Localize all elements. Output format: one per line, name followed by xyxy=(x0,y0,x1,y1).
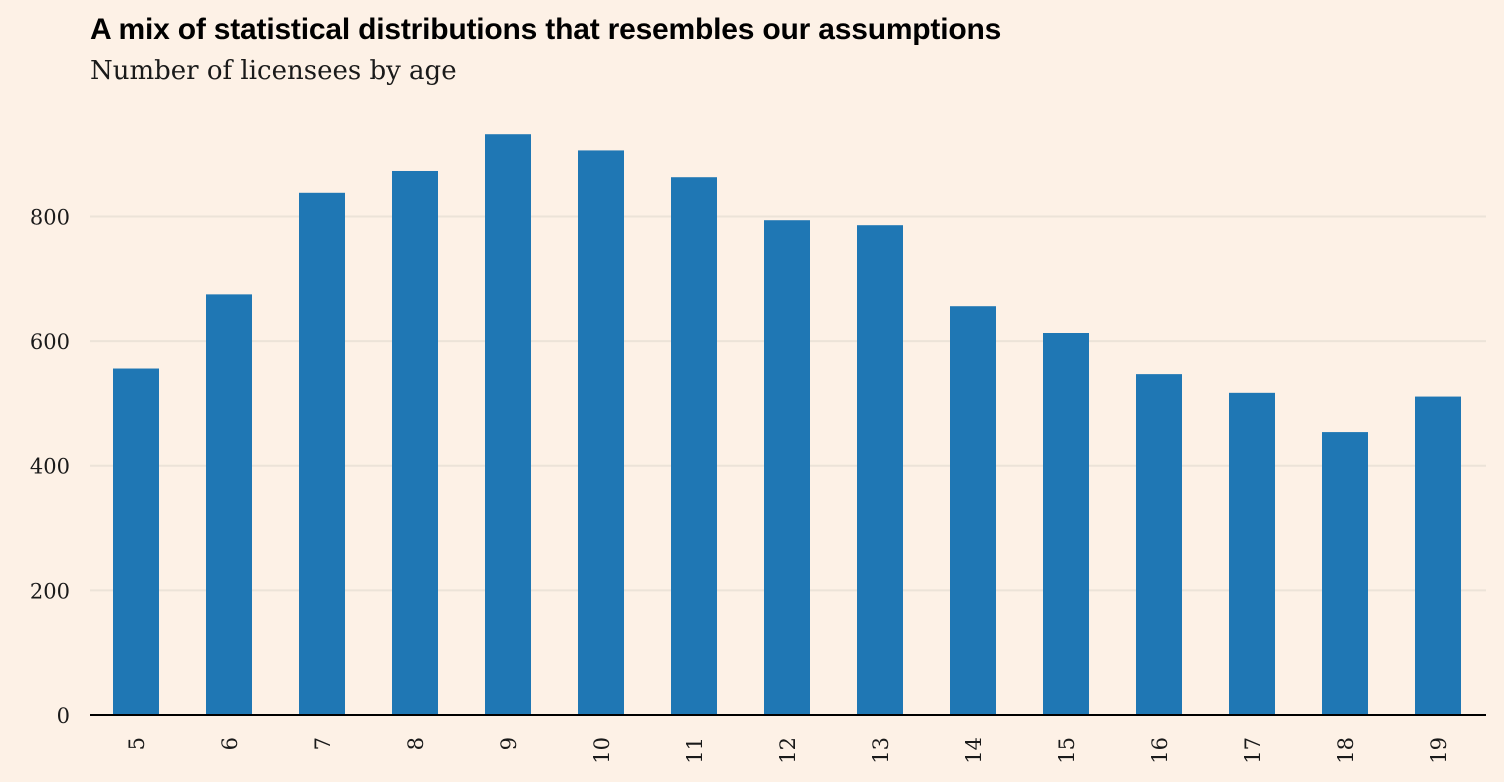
x-tick-label: 6 xyxy=(218,737,242,750)
bar-age-6 xyxy=(206,294,252,715)
x-tick-label: 8 xyxy=(404,737,428,750)
bar-age-10 xyxy=(578,150,624,715)
bar-age-14 xyxy=(950,306,996,715)
y-tick-label: 0 xyxy=(57,704,70,728)
bar-age-11 xyxy=(671,177,717,716)
x-tick-labels: 5 6 7 8 9 10 11 12 13 14 15 16 17 18 19 xyxy=(125,737,1451,764)
x-tick-label: 7 xyxy=(311,737,335,750)
y-tick-label: 800 xyxy=(30,205,70,229)
x-tick-label: 17 xyxy=(1241,737,1265,764)
x-tick-label: 13 xyxy=(869,737,893,764)
bar-age-18 xyxy=(1322,432,1368,715)
x-tick-label: 15 xyxy=(1055,737,1079,764)
x-tick-label: 18 xyxy=(1334,737,1358,764)
bar-age-17 xyxy=(1229,392,1275,715)
bar-age-12 xyxy=(764,220,810,715)
y-tick-label: 200 xyxy=(30,579,70,603)
chart-subtitle: Number of licensees by age xyxy=(90,56,457,86)
x-tick-label: 11 xyxy=(683,737,707,764)
x-tick-label: 10 xyxy=(590,737,614,764)
y-tick-labels: 0 200 400 600 800 xyxy=(30,205,70,728)
x-tick-label: 14 xyxy=(962,737,986,764)
x-tick-label: 12 xyxy=(776,737,800,764)
chart-title: A mix of statistical distributions that … xyxy=(90,13,1002,46)
bar-age-13 xyxy=(857,225,903,716)
bars xyxy=(113,134,1461,716)
bar-age-7 xyxy=(299,192,345,715)
y-tick-label: 400 xyxy=(30,455,70,479)
x-tick-label: 5 xyxy=(125,737,149,750)
x-tick-label: 9 xyxy=(497,737,521,750)
bar-age-19 xyxy=(1415,396,1461,715)
bar-age-8 xyxy=(392,170,438,715)
x-tick-label: 16 xyxy=(1148,737,1172,764)
bar-age-15 xyxy=(1043,333,1089,715)
y-tick-label: 600 xyxy=(30,330,70,354)
bar-age-9 xyxy=(485,134,531,715)
bar-age-16 xyxy=(1136,374,1182,715)
x-tick-label: 19 xyxy=(1427,737,1451,764)
bar-age-5 xyxy=(113,368,159,715)
